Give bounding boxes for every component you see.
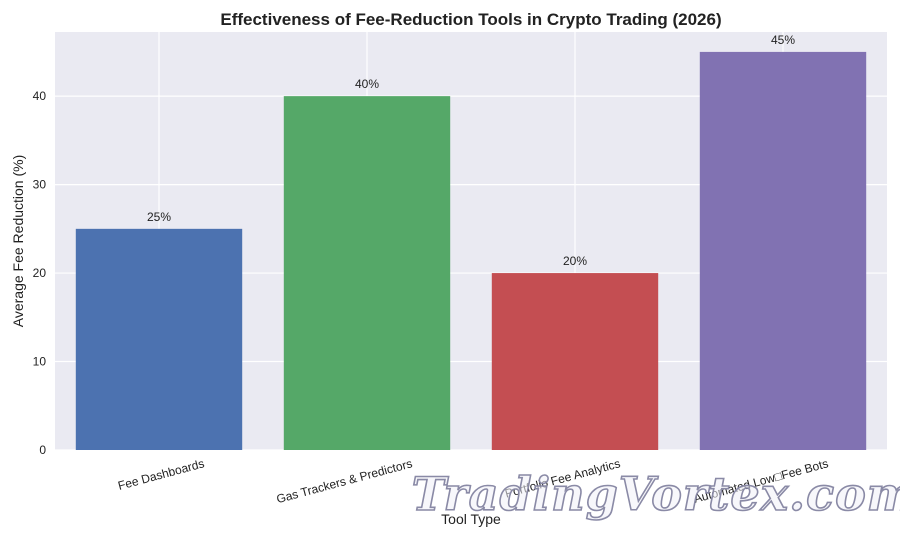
- y-axis-label: Average Fee Reduction (%): [10, 155, 26, 328]
- y-tick-label: 20: [33, 266, 47, 280]
- bar: [75, 228, 243, 450]
- bar: [283, 96, 451, 450]
- x-tick-label: Fee Dashboards: [116, 456, 205, 492]
- data-label: 25%: [147, 210, 171, 224]
- bars: [75, 51, 867, 451]
- y-tick-label: 10: [33, 355, 47, 369]
- chart-title: Effectiveness of Fee-Reduction Tools in …: [220, 10, 721, 29]
- bar: [699, 51, 867, 451]
- y-tick-label: 0: [39, 443, 46, 457]
- y-axis-ticks: 0 10 20 30 40: [33, 89, 47, 457]
- data-label: 45%: [771, 33, 795, 47]
- bar: [491, 273, 659, 450]
- data-label: 20%: [563, 254, 587, 268]
- y-tick-label: 30: [33, 178, 47, 192]
- x-axis-label: Tool Type: [441, 511, 501, 527]
- data-labels: 25% 40% 20% 45%: [147, 33, 795, 268]
- y-tick-label: 40: [33, 89, 47, 103]
- x-tick-label: Gas Trackers & Predictors: [275, 456, 414, 506]
- data-label: 40%: [355, 77, 379, 91]
- watermark-text: TradingVortex.com: [412, 467, 900, 521]
